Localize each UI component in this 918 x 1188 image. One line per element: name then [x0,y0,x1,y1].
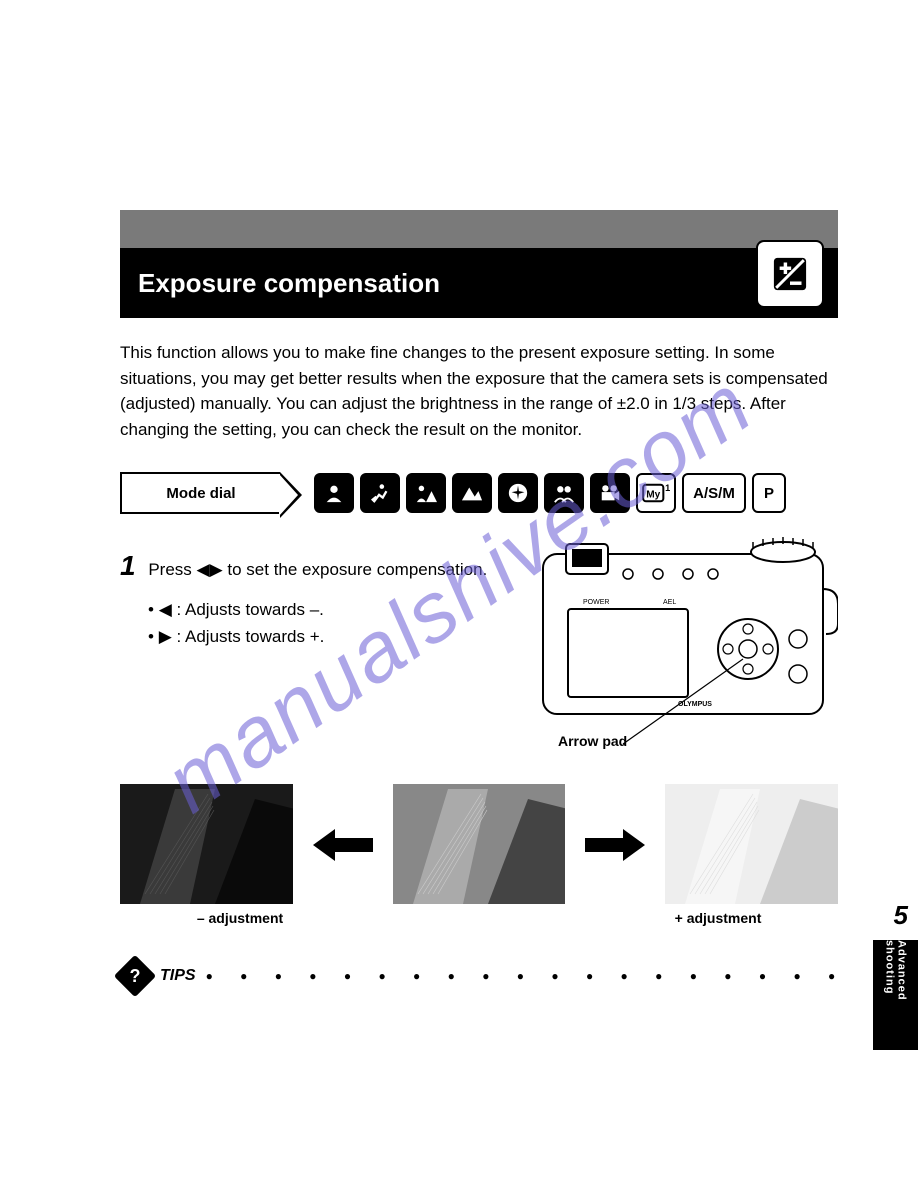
tips-label: TIPS [160,967,196,985]
caption-minus: – adjustment [140,910,340,926]
landscape-icon [452,473,492,513]
mode-dial-row: Mode dial My 1 A/S/M P [120,472,838,514]
sports-icon [360,473,400,513]
mode-dial-label: Mode dial [166,485,235,502]
step-bullet-1: ◀ : Adjusts towards –. [159,600,324,619]
left-right-arrow-icon: ◀▶ [197,557,223,583]
p-mode-label: P [752,473,786,513]
page-content: Exposure compensation This function allo… [0,0,918,1031]
dotted-leader: ● ● ● ● ● ● ● ● ● ● ● ● ● ● ● ● ● ● ● ● … [206,969,838,983]
left-arrow-icon [313,815,373,873]
svg-text:AEL: AEL [663,599,676,606]
my-mode-icon: My 1 [636,473,676,513]
step-1-text: 1 Press ◀▶ to set the exposure compensat… [120,534,508,754]
step-text-pre: Press [148,560,196,579]
exposure-comp-icon [756,240,824,308]
tips-row: ? TIPS ● ● ● ● ● ● ● ● ● ● ● ● ● ● ● ● ●… [120,961,838,991]
banner-grey-stripe [120,210,838,248]
example-dark-image [120,784,293,904]
night-scene-icon [498,473,538,513]
camera-diagram: POWER AEL OLYMPUS Arrow pad [528,534,838,754]
example-bright-image [665,784,838,904]
question-icon: ? [114,955,156,997]
step-text-post: to set the exposure compensation. [227,560,487,579]
svg-text:1: 1 [665,483,670,493]
svg-text:POWER: POWER [583,599,609,606]
portrait-icon [314,473,354,513]
example-normal-image [393,784,566,904]
svg-text:My: My [646,490,660,501]
banner-title: Exposure compensation [138,268,440,299]
banner-black-stripe: Exposure compensation [120,248,838,318]
example-captions: – adjustment + adjustment [120,910,838,926]
right-arrow-icon [585,815,645,873]
mode-dial-pointer: Mode dial [120,472,280,514]
self-portrait-icon [544,473,584,513]
step-bullet-2: ▶ : Adjusts towards +. [159,627,325,646]
step-number: 1 [120,550,136,581]
landscape-portrait-icon [406,473,446,513]
title-banner: Exposure compensation [120,210,838,318]
arrow-pad-label: Arrow pad [558,733,627,749]
asm-mode-label: A/S/M [682,473,746,513]
caption-plus: + adjustment [618,910,818,926]
step-camera-area: 1 Press ◀▶ to set the exposure compensat… [120,534,838,754]
exposure-examples-row [120,784,838,904]
intro-paragraph: This function allows you to make fine ch… [120,340,838,442]
movie-icon [590,473,630,513]
